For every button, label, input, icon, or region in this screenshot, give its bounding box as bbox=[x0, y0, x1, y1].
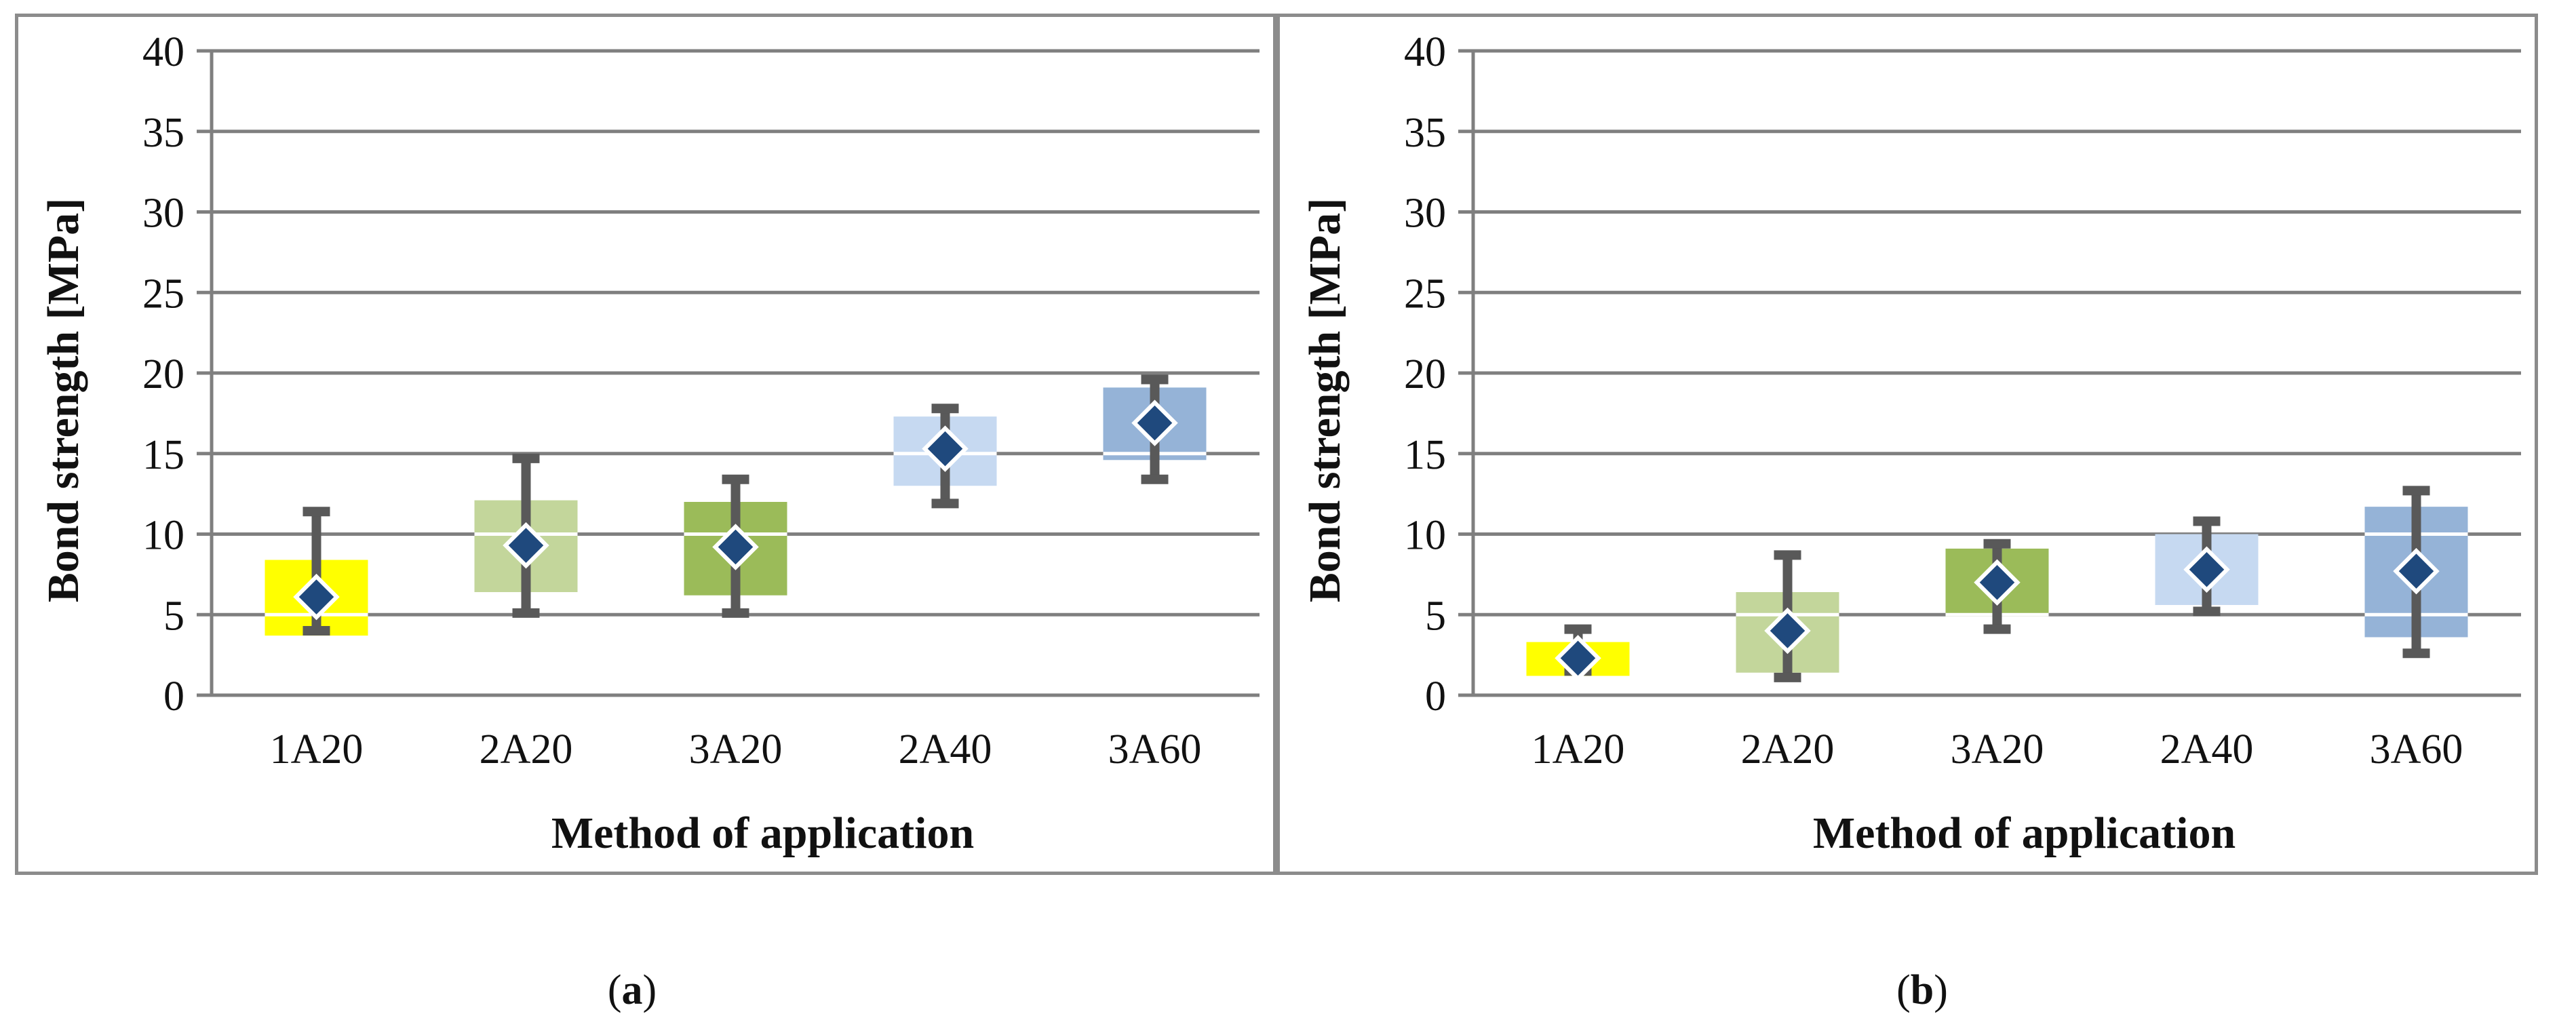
mean-marker-3A20 bbox=[1974, 559, 2021, 606]
x-axis-title: Method of application bbox=[551, 808, 974, 858]
y-tick-label: 30 bbox=[142, 191, 184, 237]
x-tick-label: 2A40 bbox=[2160, 726, 2254, 773]
mean-marker-2A20 bbox=[1764, 607, 1811, 655]
y-tick-label: 35 bbox=[1404, 110, 1446, 156]
subfigure-label-b: (b) bbox=[1896, 967, 1948, 1013]
chart-a-svg: 0 5 10 15 20 25 30 35 40 1A20 2A20 3A20 2A40 3A60 Meth… bbox=[39, 29, 1260, 858]
mean-marker-2A20 bbox=[503, 522, 549, 569]
x-tick-label: 2A40 bbox=[899, 726, 992, 773]
y-tick-label: 40 bbox=[142, 29, 184, 75]
y-tick-label: 5 bbox=[163, 593, 184, 639]
x-tick-label: 2A20 bbox=[1741, 726, 1835, 773]
y-tick-label: 25 bbox=[142, 271, 184, 317]
y-tick-label: 20 bbox=[142, 351, 184, 397]
mean-marker-3A20 bbox=[712, 524, 759, 570]
y-tick-label: 15 bbox=[1404, 432, 1446, 478]
x-tick-label: 3A60 bbox=[1108, 726, 1202, 773]
chart-panel-b: 0 5 10 15 20 25 30 35 40 1A20 2A20 3A20 2A40 3A60 Meth… bbox=[1276, 14, 2538, 875]
y-tick-label: 0 bbox=[163, 673, 184, 720]
chart-b-svg: 0 5 10 15 20 25 30 35 40 1A20 2A20 3A20 2A40 3A60 Meth… bbox=[1300, 29, 2521, 858]
x-tick-label: 2A20 bbox=[480, 726, 573, 773]
x-axis-title: Method of application bbox=[1813, 808, 2236, 858]
y-axis-title: Bond strength [MPa] bbox=[1300, 198, 1350, 602]
mean-marker-1A20 bbox=[1555, 635, 1601, 682]
y-tick-label: 35 bbox=[142, 110, 184, 156]
y-axis-title: Bond strength [MPa] bbox=[39, 198, 88, 602]
x-tick-label: 1A20 bbox=[1531, 726, 1625, 773]
y-tick-label: 20 bbox=[1404, 351, 1446, 397]
x-tick-label: 3A20 bbox=[1951, 726, 2044, 773]
subfigure-label-a: (a) bbox=[607, 967, 657, 1013]
mean-marker-3A60 bbox=[2393, 547, 2440, 595]
y-tick-label: 40 bbox=[1404, 29, 1446, 75]
y-tick-label: 25 bbox=[1404, 271, 1446, 317]
mean-marker-2A40 bbox=[2183, 546, 2230, 593]
y-tick-label: 0 bbox=[1425, 673, 1446, 720]
y-tick-label: 10 bbox=[142, 513, 184, 559]
mean-marker-3A60 bbox=[1131, 399, 1178, 446]
y-tick-label: 10 bbox=[1404, 513, 1446, 559]
x-tick-label: 3A20 bbox=[689, 726, 783, 773]
x-tick-label: 1A20 bbox=[270, 726, 364, 773]
y-tick-label: 30 bbox=[1404, 191, 1446, 237]
y-tick-label: 15 bbox=[142, 432, 184, 478]
chart-panel-a: 0 5 10 15 20 25 30 35 40 1A20 2A20 3A20 2A40 3A60 Meth… bbox=[15, 14, 1276, 875]
mean-marker-1A20 bbox=[293, 573, 340, 621]
x-tick-label: 3A60 bbox=[2370, 726, 2463, 773]
mean-marker-2A40 bbox=[922, 425, 969, 472]
y-tick-label: 5 bbox=[1425, 593, 1446, 639]
